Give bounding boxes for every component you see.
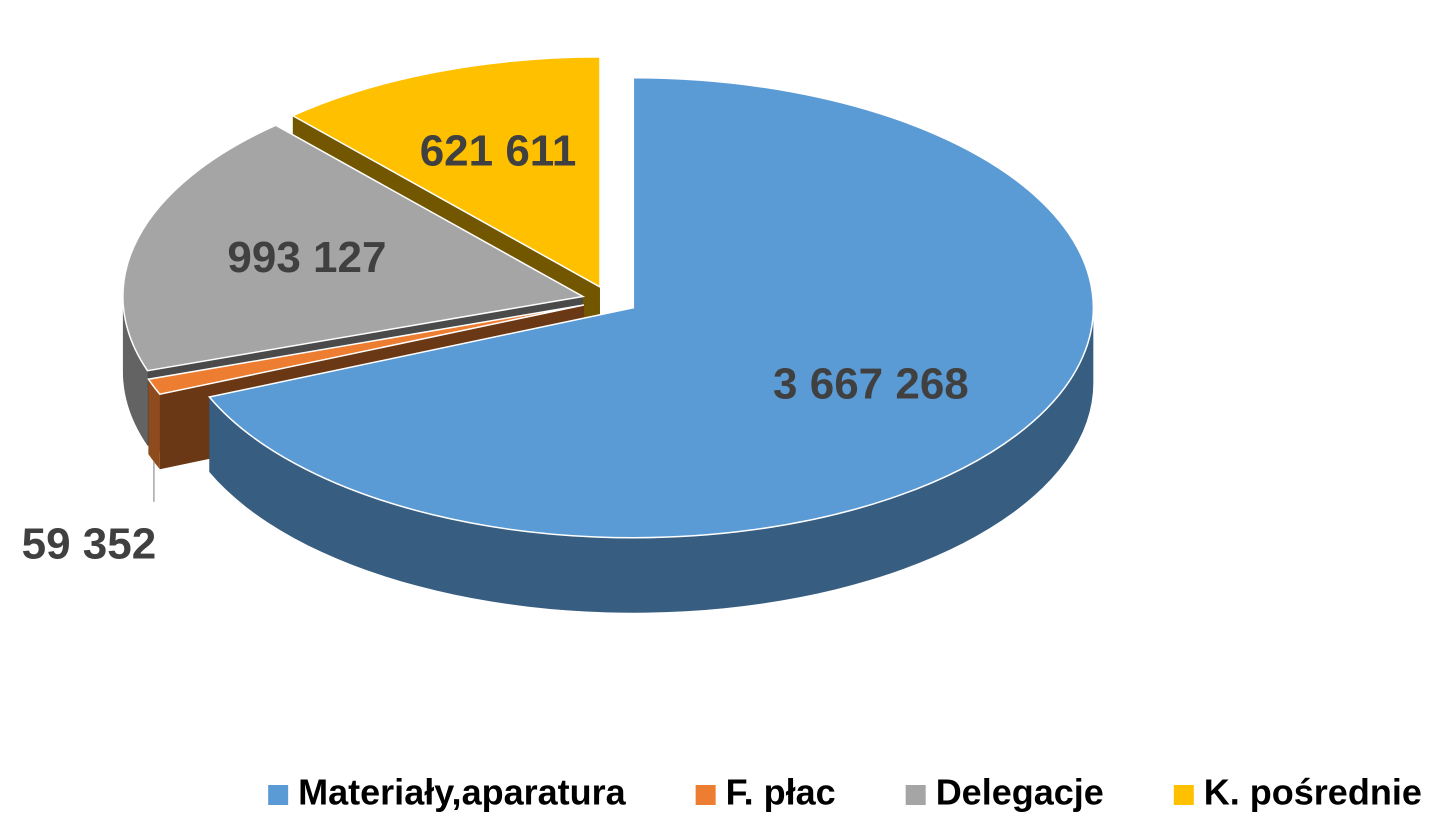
legend-swatch <box>905 785 926 805</box>
slice-top <box>147 304 584 396</box>
legend-swatch <box>268 785 289 805</box>
slice-top <box>207 76 1095 539</box>
pie-slice <box>207 76 1095 613</box>
slice-top <box>291 56 601 289</box>
data-label: 621 611 <box>420 126 577 175</box>
legend-swatch <box>1173 785 1194 805</box>
legend-label: F. płac <box>726 772 836 813</box>
legend-label: Materiały,aparatura <box>298 772 626 813</box>
slice-side <box>148 379 160 470</box>
slice-side <box>209 307 1094 613</box>
legend-label: Delegacje <box>936 772 1104 813</box>
slice-side <box>122 296 148 446</box>
data-label: 3 667 268 <box>773 359 969 408</box>
legend-swatch <box>695 785 716 805</box>
data-label: 59 352 <box>22 519 157 568</box>
slice-top <box>122 124 586 372</box>
data-label: 993 127 <box>227 233 386 282</box>
legend-label: K. pośrednie <box>1204 772 1422 813</box>
